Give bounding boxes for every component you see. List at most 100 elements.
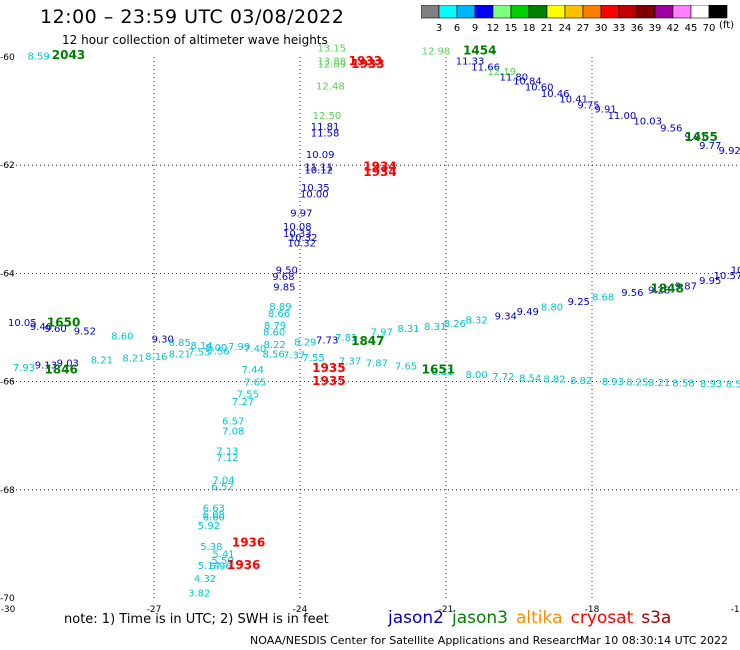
page-title: 12:00 – 23:59 UTC 03/08/2022 [40, 6, 345, 28]
swh-value-label: 10.09 [306, 150, 335, 161]
swh-value-label: 12.50 [313, 111, 342, 122]
swh-value-label: 8.00 [205, 343, 227, 354]
legend-item-cryosat: cryosat [570, 608, 634, 628]
swh-value-label: 8.60 [263, 328, 285, 339]
swh-value-label: 6.96 [209, 561, 231, 572]
swh-value-label: 8.58 [726, 380, 740, 391]
swh-value-label: 8.11 [431, 367, 453, 378]
swh-value-label: 8.59 [27, 52, 49, 63]
swh-value-label: 8.66 [268, 309, 290, 320]
swh-value-label: 7.97 [371, 328, 393, 339]
swh-value-label: 6.57 [222, 416, 244, 427]
legend-item-altika: altika [516, 608, 563, 628]
swh-value-label: 8.21 [169, 349, 191, 360]
longitude-tick-label: -18 [585, 605, 600, 615]
swh-value-label: 7.99 [228, 342, 250, 353]
swh-value-label: 10.45 [731, 265, 740, 276]
swh-value-label: 11.33 [456, 57, 485, 68]
colorbar-tick-label: 36 [631, 23, 644, 34]
latitude-tick-label: -62 [0, 161, 15, 171]
swh-value-label: 10.57 [714, 271, 740, 282]
graticule: -30 -27 -24 -21 -18 -15 -60 -62 -64 -66 -68 -70 [0, 53, 740, 615]
swh-value-label: 9.77 [699, 141, 721, 152]
colorbar-tick-label: 45 [685, 23, 698, 34]
colorbar-tick-label: 39 [649, 23, 662, 34]
swh-value-label: 8.31 [397, 324, 419, 335]
colorbar-swatch [708, 5, 728, 19]
swh-value-label: 10.00 [300, 190, 329, 201]
pass-time-label: 1650 [47, 315, 80, 329]
swh-value-label: 8.16 [145, 352, 167, 363]
swh-value-label: 11.11 [304, 163, 333, 174]
swh-value-label: 9.30 [152, 335, 174, 346]
swh-value-label: 8.32 [465, 316, 487, 327]
swh-value-label: 8.31 [424, 322, 446, 333]
pass-time-label: 1454 [463, 43, 496, 57]
swh-value-label: 8.89 [269, 302, 291, 313]
swh-value-label: 7.37 [283, 350, 305, 361]
swh-value-label: 7.40 [244, 344, 266, 355]
swh-value-label: 8.79 [264, 321, 286, 332]
swh-value-label: 4.32 [194, 574, 216, 585]
colorbar-tick-label: 18 [523, 23, 536, 34]
swh-colorbar: 3 6 9 12 15 18 21 24 27 30 33 36 39 42 45 70 [421, 5, 728, 34]
swh-value-label: 5.38 [200, 542, 222, 553]
swh-value-label: 8.93 [602, 377, 624, 388]
swh-value-label: 9.68 [272, 272, 294, 283]
swh-value-label: 9.28 [648, 285, 670, 296]
swh-value-label: 9.49 [517, 307, 539, 318]
swh-value-label: 11.81 [311, 122, 340, 133]
swh-value-label: 9.34 [495, 311, 517, 322]
swh-value-label: 13.15 [318, 44, 347, 55]
latitude-tick-label: -60 [0, 53, 15, 63]
swh-value-label: 10.35 [301, 183, 330, 194]
pass-time-label: 1936 [227, 558, 260, 572]
colorbar-tick-label: 3 [436, 23, 442, 34]
pass-time-labels: 2043 145419331933193419341455184816501846… [45, 43, 718, 571]
colorbar-tick-label: 15 [505, 23, 518, 34]
generated-timestamp: Mar 10 08:30:14 UTC 2022 [580, 634, 728, 647]
swh-value-label: 9.56 [621, 288, 643, 299]
swh-value-label: 9.52 [74, 327, 96, 338]
swh-value-label: 10.12 [304, 165, 333, 176]
swh-value-label: 7.65 [395, 362, 417, 373]
latitude-tick-label: -66 [0, 378, 15, 388]
swh-value-label: 10.84 [513, 77, 542, 88]
swh-value-label: 13.88 [318, 57, 347, 68]
longitude-tick-label: -24 [293, 605, 308, 615]
pass-time-label: 1651 [422, 362, 455, 376]
longitude-tick-label: -21 [439, 605, 454, 615]
legend-item-s3a: s3a [641, 608, 672, 628]
swh-value-label: 12.19 [487, 67, 516, 78]
swh-value-label: 9.56 [660, 124, 682, 135]
swh-value-label: 9.92 [719, 146, 740, 157]
swh-value-label: 8.82 [543, 375, 565, 386]
swh-value-label: 10.60 [525, 83, 554, 94]
legend-item-jason3: jason3 [452, 608, 508, 628]
colorbar-tick-label: 27 [577, 23, 590, 34]
swh-value-label: 8.14 [191, 341, 213, 352]
swh-value-label: 11.80 [500, 72, 529, 83]
pass-time-label: 1847 [351, 334, 384, 348]
swh-value-label: 9.50 [276, 265, 298, 276]
swh-value-label: 8.60 [111, 331, 133, 342]
pass-time-label: 1934 [363, 165, 396, 179]
swh-value-label: 8.68 [592, 292, 614, 303]
swh-value-label: 12.98 [422, 46, 451, 57]
swh-value-label: 11.66 [471, 63, 500, 74]
latitude-tick-label: -68 [0, 486, 15, 496]
swh-value-label: 7.65 [244, 377, 266, 388]
swh-value-label: 9.60 [45, 324, 67, 335]
swh-value-label: 7.13 [216, 447, 238, 458]
swh-value-label: 7.27 [232, 397, 254, 408]
page-subtitle: 12 hour collection of altimeter wave hei… [62, 33, 328, 47]
colorbar-tick-label: 12 [487, 23, 500, 34]
swh-value-label: 8.21 [91, 356, 113, 367]
swh-value-label: 7.04 [212, 475, 234, 486]
note-text: note: 1) Time is in UTC; 2) SWH is in fe… [64, 612, 329, 627]
pass-time-label: 1455 [684, 130, 717, 144]
swh-value-label: 8.85 [169, 338, 191, 349]
swh-value-label: 5.92 [198, 521, 220, 532]
swh-value-label: 6.60 [203, 513, 225, 524]
